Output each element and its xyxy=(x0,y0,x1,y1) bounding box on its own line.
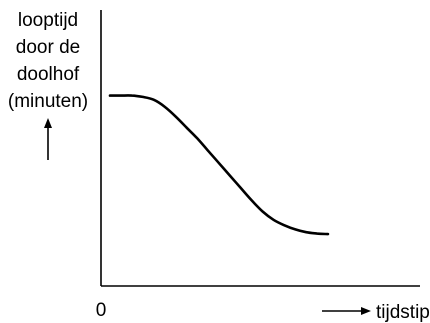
y-axis-label-line-2: door de xyxy=(16,37,80,58)
y-axis-label-line-1: looptijd xyxy=(18,10,78,31)
x-axis-label: tijdstip xyxy=(376,302,430,323)
y-axis-label-line-4: (minuten) xyxy=(8,91,88,112)
y-axis-arrow-icon xyxy=(44,118,52,160)
x-axis-origin-label: 0 xyxy=(96,300,107,321)
data-line xyxy=(108,94,330,236)
x-axis-arrow-icon xyxy=(322,307,371,315)
y-axis-label-line-3: doolhof xyxy=(17,64,80,85)
